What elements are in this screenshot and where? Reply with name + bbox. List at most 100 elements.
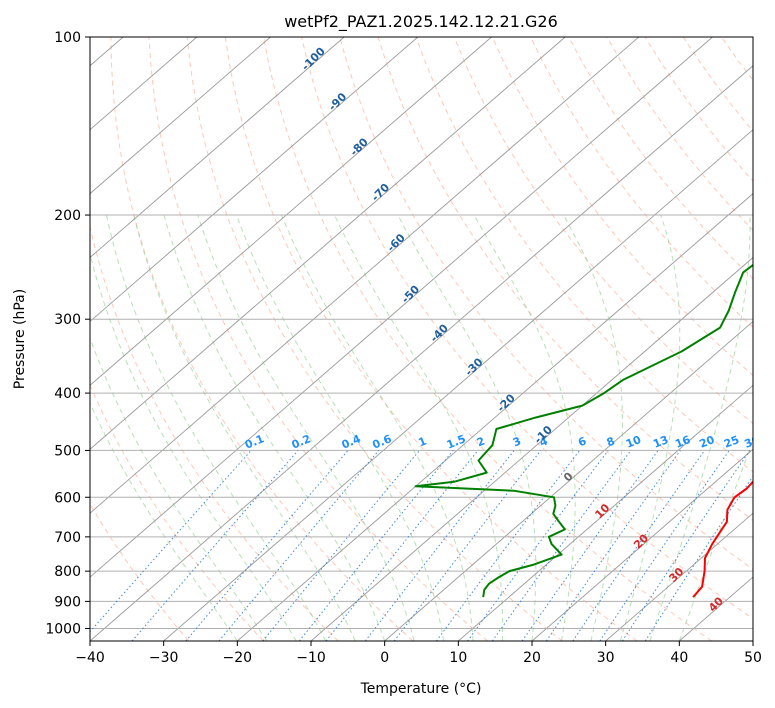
isotherm (163, 129, 753, 641)
mixing-ratio-line (621, 450, 751, 641)
x-tick-label: −40 (75, 650, 105, 666)
y-axis-label: Pressure (hPa) (12, 289, 28, 389)
mixing-ratio-line (435, 450, 581, 641)
dry-adiabat (90, 503, 190, 641)
y-tick-label: 300 (54, 312, 81, 328)
moist-adiabat (678, 438, 753, 641)
moist-adiabat (397, 214, 537, 641)
mixing-ratio-line (185, 450, 349, 641)
dry-adiabat (186, 37, 563, 641)
moist-adiabat (163, 214, 386, 641)
moist-adiabat (133, 214, 356, 641)
isotherm (90, 37, 713, 578)
mixing-ratio-line (325, 450, 479, 641)
plot-frame (89, 36, 754, 642)
x-tick-label: −30 (149, 650, 179, 666)
background-lines (90, 37, 775, 641)
isotherm (90, 65, 753, 641)
mixing-ratio-label: 16 (673, 433, 692, 451)
mixing-ratio-label: 13 (651, 433, 670, 451)
dry-adiabat (491, 37, 753, 376)
x-tick-label: 10 (449, 650, 467, 666)
dry-adiabat (148, 37, 488, 641)
mixing-ratio-label: 8 (605, 434, 617, 449)
y-tick-label: 900 (54, 594, 81, 610)
moist-adiabat (473, 214, 576, 641)
isotherm (531, 448, 753, 641)
isotherm (90, 37, 640, 514)
mixing-ratio-line (599, 450, 730, 641)
dry-adiabat (90, 224, 339, 641)
dry-adiabat (377, 37, 753, 521)
dry-adiabat (90, 383, 264, 641)
dry-adiabat (224, 37, 638, 641)
mixing-ratio-label: 2 (475, 434, 487, 449)
profiles (414, 263, 753, 598)
isotherm (90, 37, 271, 195)
moist-adiabat (105, 214, 327, 641)
x-tick-label: 50 (744, 650, 762, 666)
isotherm (90, 37, 419, 323)
mixing-ratio-label: 30 (743, 433, 762, 451)
isotherm (237, 192, 753, 641)
profile-line (692, 480, 753, 598)
isotherm (90, 37, 566, 450)
dry-adiabat (530, 37, 753, 328)
dry-adiabat (760, 37, 775, 641)
x-tick-label: 20 (523, 650, 541, 666)
isotherm (458, 384, 753, 641)
moist-adiabat (334, 214, 504, 641)
dry-adiabat (339, 37, 753, 570)
dry-adiabat (453, 37, 753, 425)
mixing-ratio-line (644, 475, 753, 641)
mixing-ratio-line (467, 450, 609, 641)
mixing-ratio-line (521, 450, 659, 641)
mixing-ratio-line (491, 450, 632, 641)
dry-adiabat (301, 37, 753, 620)
mixing-ratio-line (298, 450, 454, 641)
y-tick-label: 800 (54, 564, 81, 580)
x-axis-ticks: −40 −30 −20 −10 0 10 20 30 40 50 (75, 641, 762, 666)
y-tick-label: 700 (54, 530, 81, 546)
y-tick-label: 100 (54, 30, 81, 46)
mixing-ratio-label: 20 (697, 433, 716, 451)
mixing-ratio-line (572, 450, 706, 641)
moist-adiabat (563, 214, 624, 641)
y-axis-ticks: 100 200 300 400 500 600 700 800 900 1000 (45, 30, 90, 637)
profile-line (414, 263, 753, 598)
mixing-ratio-label: 1 (417, 434, 429, 449)
x-tick-label: 0 (380, 650, 389, 666)
y-tick-label: 500 (54, 443, 81, 459)
x-tick-label: −20 (223, 650, 253, 666)
chart-title: wetPf2_PAZ1.2025.142.12.21.G26 (284, 12, 558, 32)
mixing-ratio-line (90, 450, 252, 633)
x-tick-label: 40 (670, 650, 688, 666)
moist-adiabat (197, 214, 415, 641)
moist-adiabat (281, 214, 474, 641)
y-tick-label: 400 (54, 386, 81, 402)
x-tick-label: 30 (597, 650, 615, 666)
y-tick-label: 600 (54, 490, 81, 506)
mixing-ratio-label: 10 (624, 433, 643, 451)
dry-adiabat (263, 37, 712, 641)
isotherm (752, 640, 753, 641)
isotherm (90, 37, 492, 386)
y-tick-label: 1000 (45, 621, 81, 637)
mixing-ratio-label: 3 (511, 434, 523, 449)
moist-adiabat (649, 214, 751, 641)
x-axis-label: Temperature (°C) (360, 681, 482, 697)
mixing-ratio-line (393, 450, 542, 641)
isotherm (310, 256, 753, 641)
mixing-ratio-label: 25 (722, 433, 741, 451)
plot-background (90, 37, 753, 641)
y-tick-label: 200 (54, 208, 81, 224)
moist-adiabat (90, 252, 297, 641)
mixing-ratio-line (262, 450, 420, 641)
moist-adiabat (619, 214, 681, 641)
isotherm (90, 37, 345, 259)
mixing-ratio-label: 36 (763, 433, 775, 451)
moist-adiabat (236, 214, 445, 641)
isotherm (605, 512, 753, 641)
mixing-ratio-line (218, 450, 380, 641)
